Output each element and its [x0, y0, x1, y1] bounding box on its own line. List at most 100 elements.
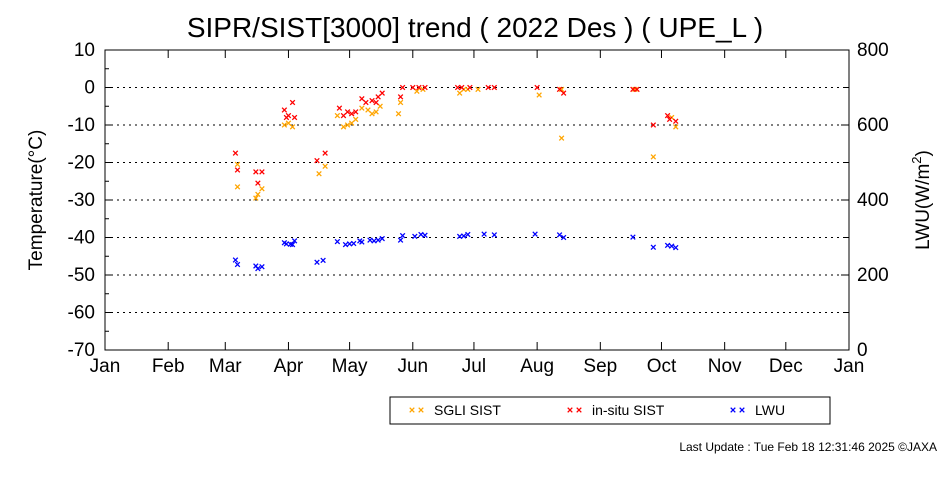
legend-marker-in-situ-sist: [567, 407, 573, 413]
point-sgli-sist: [255, 191, 261, 198]
point-lwu: [650, 244, 657, 251]
point-sgli-sist: [334, 112, 341, 119]
point-in-situ-sist: [491, 84, 498, 91]
point-sgli-sist: [395, 110, 402, 117]
point-in-situ-sist: [630, 86, 636, 93]
point-lwu: [399, 232, 406, 239]
point-sgli-sist: [456, 90, 463, 96]
point-in-situ-sist: [373, 99, 379, 106]
point-lwu: [367, 237, 373, 243]
x-tick-label: Oct: [647, 356, 677, 377]
point-sgli-sist: [344, 122, 351, 128]
point-sgli-sist: [259, 185, 265, 192]
point-sgli-sist: [558, 86, 565, 93]
point-lwu: [560, 234, 567, 241]
point-in-situ-sist: [255, 180, 261, 186]
point-in-situ-sist: [363, 99, 369, 106]
point-in-situ-sist: [281, 107, 288, 113]
point-in-situ-sist: [348, 110, 355, 117]
point-in-situ-sist: [232, 150, 239, 156]
point-lwu: [379, 235, 385, 242]
y2-tick-label: 600: [857, 115, 889, 136]
gridlines: [105, 87, 849, 313]
point-sgli-sist: [289, 124, 296, 130]
point-sgli-sist: [377, 103, 383, 110]
point-in-situ-sist: [379, 90, 385, 96]
legend-label-lwu: LWU: [755, 402, 785, 418]
y-axis-label: Temperature(°C): [26, 130, 47, 271]
point-lwu: [672, 244, 679, 251]
chart-title: SIPR/SIST[3000] trend ( 2022 Des ) ( UPE…: [187, 12, 763, 43]
x-tick-label: Feb: [152, 356, 185, 377]
legend: SGLI SIST in-situ SIST LWU: [389, 396, 831, 425]
point-lwu: [664, 242, 671, 249]
point-in-situ-sist: [485, 84, 491, 91]
x-tick-label: Jan: [90, 356, 121, 377]
x-tick-labels: Jan Feb Mar Apr May Jun Jul Aug Sep Oct Nov Dec Jan: [90, 356, 865, 377]
point-in-situ-sist: [359, 95, 365, 102]
x-tick-label: Jul: [462, 356, 486, 377]
point-lwu: [234, 261, 241, 268]
point-lwu: [460, 233, 467, 239]
point-lwu: [371, 238, 377, 244]
point-lwu: [556, 232, 563, 238]
legend-marker-sgli-sist: [418, 407, 424, 413]
y-tick-label: -50: [68, 265, 95, 286]
point-sgli-sist: [475, 86, 481, 93]
point-in-situ-sist: [397, 94, 404, 100]
point-sgli-sist: [253, 195, 259, 201]
point-lwu: [255, 265, 261, 272]
y-tick-label: -30: [68, 190, 95, 211]
point-sgli-sist: [414, 88, 420, 95]
legend-marker-sgli-sist: [409, 407, 415, 413]
y-tick-labels: 10 0 -10 -20 -30 -40 -50 -60 -70: [68, 40, 95, 361]
point-in-situ-sist: [369, 97, 375, 104]
point-sgli-sist: [234, 184, 241, 190]
y2-tick-label: 400: [857, 190, 889, 211]
point-in-situ-sist: [634, 86, 640, 93]
point-lwu: [314, 259, 320, 266]
y2-tick-labels: 800 600 400 200 0: [857, 40, 889, 361]
legend-marker-lwu: [730, 407, 736, 413]
x-tick-label: Jan: [834, 356, 865, 377]
point-in-situ-sist: [664, 112, 671, 119]
point-in-situ-sist: [314, 157, 320, 164]
point-lwu: [630, 234, 636, 240]
point-in-situ-sist: [556, 86, 563, 93]
y-tick-label: 10: [74, 40, 95, 61]
legend-label-sgli-sist: SGLI SIST: [434, 402, 501, 418]
legend-items: SGLI SIST in-situ SIST LWU: [409, 402, 785, 418]
point-in-situ-sist: [399, 84, 406, 91]
point-sgli-sist: [373, 109, 379, 115]
data-points: [232, 84, 679, 272]
y2-axis-label-tail: ): [913, 150, 934, 156]
point-sgli-sist: [632, 86, 638, 93]
point-in-situ-sist: [416, 84, 422, 91]
point-lwu: [422, 232, 428, 239]
point-in-situ-sist: [458, 84, 465, 91]
point-lwu: [359, 239, 365, 245]
legend-box: [389, 396, 831, 425]
legend-label-in-situ-sist: in-situ SIST: [592, 402, 665, 418]
point-lwu: [532, 231, 538, 237]
last-update-text: Last Update : Tue Feb 18 12:31:46 2025 ©…: [679, 440, 937, 454]
point-lwu: [289, 241, 296, 248]
x-tick-label: Dec: [769, 356, 803, 377]
point-sgli-sist: [352, 116, 359, 123]
point-lwu: [334, 238, 341, 245]
point-in-situ-sist: [259, 169, 265, 175]
point-sgli-sist: [558, 135, 565, 141]
point-in-situ-sist: [322, 150, 328, 156]
point-in-situ-sist: [410, 84, 416, 91]
point-lwu: [259, 263, 265, 270]
point-sgli-sist: [322, 163, 328, 170]
point-in-situ-sist: [422, 84, 428, 91]
point-in-situ-sist: [234, 167, 241, 173]
point-sgli-sist: [285, 120, 292, 126]
point-sgli-sist: [369, 110, 375, 117]
point-in-situ-sist: [344, 109, 351, 115]
x-tick-label: Nov: [708, 356, 742, 377]
point-lwu: [418, 231, 424, 238]
point-in-situ-sist: [336, 105, 343, 111]
point-lwu: [397, 237, 404, 243]
